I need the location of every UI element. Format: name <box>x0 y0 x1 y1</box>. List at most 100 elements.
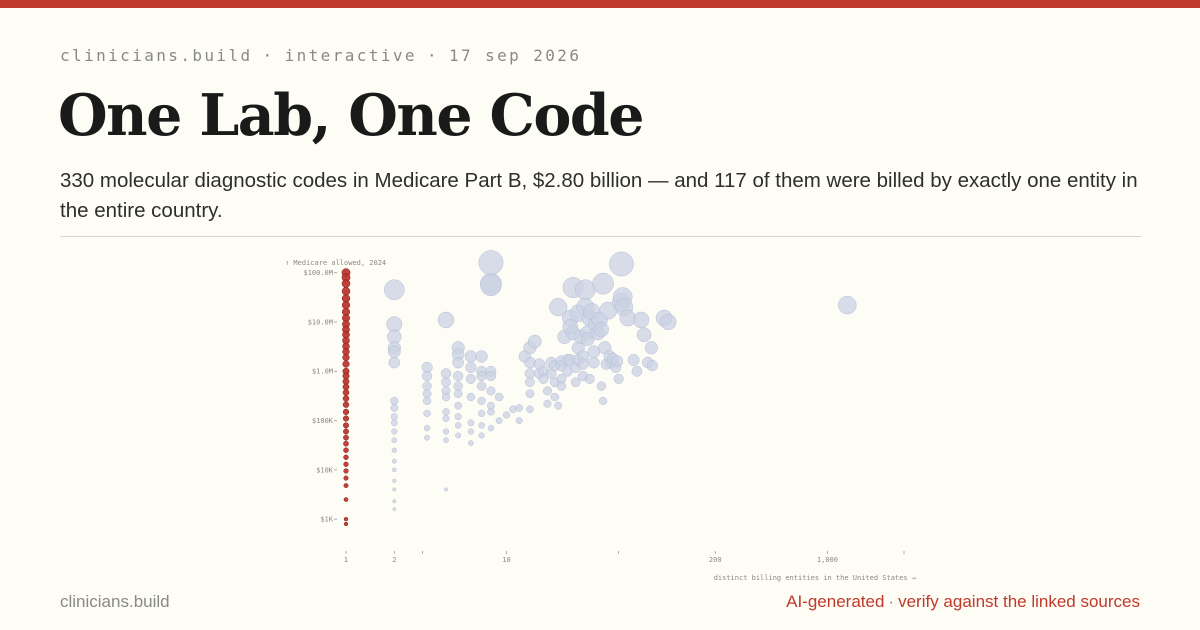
multi-entity-point[interactable] <box>392 487 397 492</box>
multi-entity-point[interactable] <box>631 365 643 377</box>
multi-entity-point[interactable] <box>644 341 658 355</box>
multi-entity-point[interactable] <box>422 396 432 406</box>
multi-entity-point[interactable] <box>475 350 488 363</box>
single-entity-point[interactable] <box>343 521 349 527</box>
multi-entity-point[interactable] <box>587 345 601 359</box>
multi-entity-point[interactable] <box>598 396 608 406</box>
multi-entity-point[interactable] <box>613 373 624 384</box>
multi-entity-point[interactable] <box>391 437 398 444</box>
multi-entity-point[interactable] <box>421 370 433 382</box>
multi-entity-point[interactable] <box>422 389 432 399</box>
multi-entity-point[interactable] <box>384 279 405 301</box>
multi-entity-point[interactable] <box>542 386 552 396</box>
single-entity-point[interactable] <box>343 461 349 467</box>
multi-entity-point[interactable] <box>453 370 464 382</box>
multi-entity-point[interactable] <box>487 408 495 416</box>
multi-entity-point[interactable] <box>464 350 477 363</box>
multi-entity-point[interactable] <box>466 392 476 402</box>
multi-entity-point[interactable] <box>524 368 536 379</box>
multi-entity-point[interactable] <box>596 381 607 391</box>
multi-entity-point[interactable] <box>838 295 857 315</box>
multi-entity-point[interactable] <box>526 405 534 414</box>
single-entity-point[interactable] <box>343 447 349 454</box>
single-entity-point[interactable] <box>343 440 349 447</box>
multi-entity-point[interactable] <box>527 334 542 349</box>
multi-entity-point[interactable] <box>609 251 634 277</box>
multi-entity-point[interactable] <box>593 321 609 338</box>
multi-entity-point[interactable] <box>478 422 485 429</box>
scatter-chart[interactable]: $1K $10K $100K $1.0M $10.0M $100.0M 1 2 10 200 1,0… <box>270 250 930 590</box>
multi-entity-point[interactable] <box>515 417 523 424</box>
single-entity-point[interactable] <box>343 428 349 435</box>
multi-entity-point[interactable] <box>632 311 650 329</box>
single-entity-point[interactable] <box>343 497 349 502</box>
multi-entity-point[interactable] <box>570 377 581 388</box>
multi-entity-point[interactable] <box>543 399 552 408</box>
multi-entity-point[interactable] <box>392 507 397 511</box>
multi-entity-point[interactable] <box>443 437 449 444</box>
single-entity-point[interactable] <box>343 468 349 474</box>
multi-entity-point[interactable] <box>554 401 563 410</box>
multi-entity-point[interactable] <box>422 381 432 391</box>
multi-entity-point[interactable] <box>453 389 463 399</box>
multi-entity-point[interactable] <box>442 408 450 416</box>
multi-entity-point[interactable] <box>423 425 431 432</box>
multi-entity-point[interactable] <box>390 419 398 427</box>
verify-sources-link[interactable]: verify against the linked sources <box>898 592 1140 611</box>
single-entity-point[interactable] <box>343 434 349 441</box>
multi-entity-point[interactable] <box>390 396 399 406</box>
single-entity-point[interactable] <box>343 483 349 489</box>
multi-entity-point[interactable] <box>660 313 677 331</box>
single-entity-point[interactable] <box>342 389 350 396</box>
multi-entity-point[interactable] <box>550 392 560 402</box>
multi-entity-point[interactable] <box>515 404 524 412</box>
multi-entity-point[interactable] <box>636 327 652 343</box>
multi-entity-point[interactable] <box>465 373 476 384</box>
multi-entity-point[interactable] <box>584 373 595 384</box>
single-entity-point[interactable] <box>342 395 350 402</box>
single-entity-point[interactable] <box>343 475 349 481</box>
multi-entity-point[interactable] <box>441 377 451 388</box>
single-entity-point[interactable] <box>343 517 349 522</box>
multi-entity-point[interactable] <box>592 272 614 295</box>
multi-entity-point[interactable] <box>476 381 487 391</box>
single-entity-point[interactable] <box>341 287 351 296</box>
multi-entity-point[interactable] <box>392 499 397 504</box>
multi-entity-point[interactable] <box>646 360 658 372</box>
footer-site[interactable]: clinicians.build <box>60 592 170 611</box>
multi-entity-point[interactable] <box>442 415 450 423</box>
multi-entity-point[interactable] <box>444 487 449 492</box>
multi-entity-point[interactable] <box>477 409 486 418</box>
multi-entity-point[interactable] <box>423 409 431 418</box>
multi-entity-point[interactable] <box>494 392 504 402</box>
multi-entity-point[interactable] <box>556 381 567 391</box>
multi-entity-point[interactable] <box>390 413 398 421</box>
multi-entity-point[interactable] <box>388 356 401 369</box>
multi-entity-point[interactable] <box>465 361 477 373</box>
multi-entity-point[interactable] <box>441 392 451 402</box>
multi-entity-point[interactable] <box>390 404 399 412</box>
multi-entity-point[interactable] <box>424 434 430 441</box>
multi-entity-point[interactable] <box>487 425 495 432</box>
multi-entity-point[interactable] <box>440 368 452 379</box>
multi-entity-point[interactable] <box>453 381 463 391</box>
multi-entity-point[interactable] <box>525 389 535 399</box>
multi-entity-point[interactable] <box>391 428 398 435</box>
multi-entity-point[interactable] <box>525 377 535 388</box>
multi-entity-point[interactable] <box>495 417 503 424</box>
single-entity-point[interactable] <box>342 360 350 368</box>
multi-entity-point[interactable] <box>454 401 463 410</box>
single-entity-point[interactable] <box>341 300 351 310</box>
multi-entity-point[interactable] <box>392 478 397 483</box>
multi-entity-point[interactable] <box>392 467 397 473</box>
multi-entity-point[interactable] <box>538 373 549 384</box>
multi-entity-point[interactable] <box>387 345 401 359</box>
multi-entity-point[interactable] <box>391 447 397 453</box>
multi-entity-point[interactable] <box>452 356 464 369</box>
kicker-site[interactable]: clinicians.build <box>60 46 253 65</box>
multi-entity-point[interactable] <box>476 370 487 382</box>
single-entity-point[interactable] <box>343 454 349 460</box>
multi-entity-point[interactable] <box>467 419 475 427</box>
single-entity-point[interactable] <box>342 353 350 362</box>
multi-entity-point[interactable] <box>454 422 462 429</box>
